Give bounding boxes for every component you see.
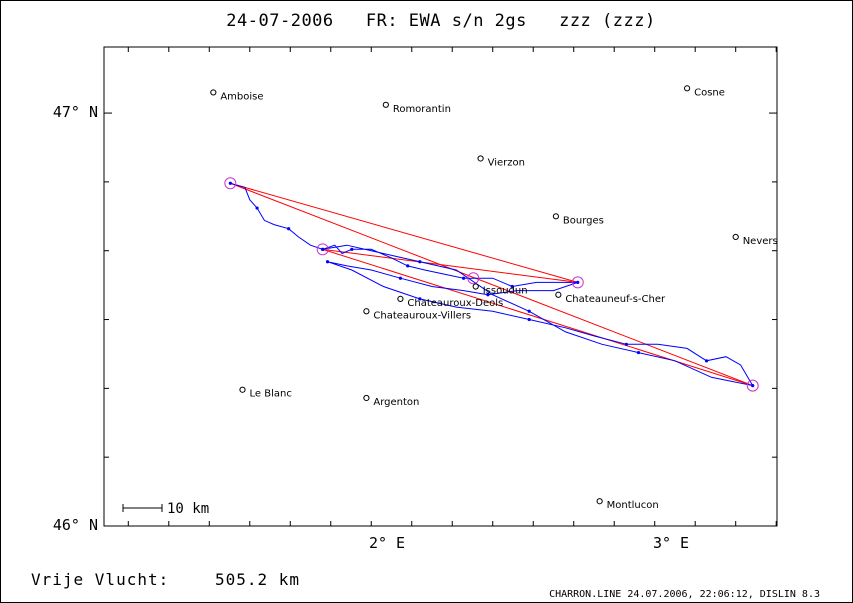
track-point [624,342,628,346]
city-marker-icon [552,213,560,220]
city-marker-icon [596,498,603,505]
city: Nevers [732,233,778,247]
track-point [398,276,403,280]
city: Issoudun [472,283,528,297]
city: Montlucon [596,498,659,511]
turnpoints [224,177,759,392]
turnpoint-marker [571,276,584,289]
city-marker-icon [239,386,246,393]
flight-track [228,181,755,388]
city: Chateauneuf-s-Cher [555,291,666,305]
track-point [527,309,531,313]
city: Argenton [363,394,419,408]
city-label: Nevers [743,236,778,247]
track-point [704,359,709,363]
city-marker-icon [382,101,389,108]
city-marker-icon [684,85,691,92]
track-point [287,227,291,231]
city-label: Issoudun [483,286,528,297]
flight-distance-value: 505.2 km [215,570,300,589]
city-label: Argenton [373,397,419,408]
city-label: Le Blanc [249,389,291,400]
city-label: Amboise [220,91,263,102]
city-marker-icon [472,283,479,290]
city-label: Vierzon [488,157,525,168]
turnpoint-marker [316,243,329,256]
city-marker-icon [555,291,562,298]
city: Amboise [210,89,264,102]
track-point [350,247,354,251]
x-label-3e: 3° E [653,534,689,552]
city: Chateauroux-Villers [363,308,471,321]
city-label: Chateauroux-Deols [407,298,503,309]
city-marker-icon [210,89,217,96]
city-label: Bourges [563,215,604,226]
city: Romorantin [382,101,451,115]
track-point [461,276,466,280]
track-point [418,297,422,301]
city-label: Cosne [694,87,725,98]
x-label-2e: 2° E [369,534,405,552]
scale-bar: 10 km [122,501,209,517]
footer-info: CHARRON.LINE 24.07.2006, 22:06:12, DISLI… [549,589,820,600]
city-label: Chateauneuf-s-Cher [565,294,666,305]
task-line [322,248,753,387]
track-point [751,384,755,388]
task-lines [230,182,753,387]
track-point [406,264,410,268]
city-markers: Amboise Romorantin Cosne Vierzon Bourges Neve… [210,85,778,511]
track-point [527,317,531,322]
turnpoint-marker [746,379,759,392]
city-marker-icon [363,308,370,315]
city: Chateauroux-Deols [397,295,503,309]
city-marker-icon [397,295,404,302]
city: Cosne [684,85,725,98]
map-title: 24-07-2006 FR: EWA s/n 2gs zzz (zzz) [226,11,655,31]
axis-ticks [104,47,777,527]
city: Le Blanc [239,386,292,400]
track-point [636,350,641,355]
city-marker-icon [363,394,370,402]
flight-distance-label: Vrije Vlucht: [31,570,169,589]
scale-bar-label: 10 km [167,501,209,517]
city-marker-icon [477,155,484,162]
track-point [486,293,490,297]
track-point [255,206,259,210]
track-point [228,181,232,185]
track-point [325,260,330,264]
city: Vierzon [477,155,525,168]
map-plot-area [103,46,778,527]
city-label: Montlucon [607,500,659,511]
city-marker-icon [732,233,739,241]
track-point [510,284,514,289]
city-label: Romorantin [393,104,451,115]
y-label-47: 47° N [53,103,98,121]
track-point [418,260,422,264]
track-point [321,247,325,251]
track-point [576,280,580,284]
y-label-46: 46° N [53,516,98,534]
task-line [230,182,578,283]
city: Bourges [552,213,604,226]
city-label: Chateauroux-Villers [373,310,471,321]
turnpoint-marker [467,272,480,285]
task-line [230,182,753,387]
task-line [322,248,578,283]
turnpoint-marker [224,177,237,190]
